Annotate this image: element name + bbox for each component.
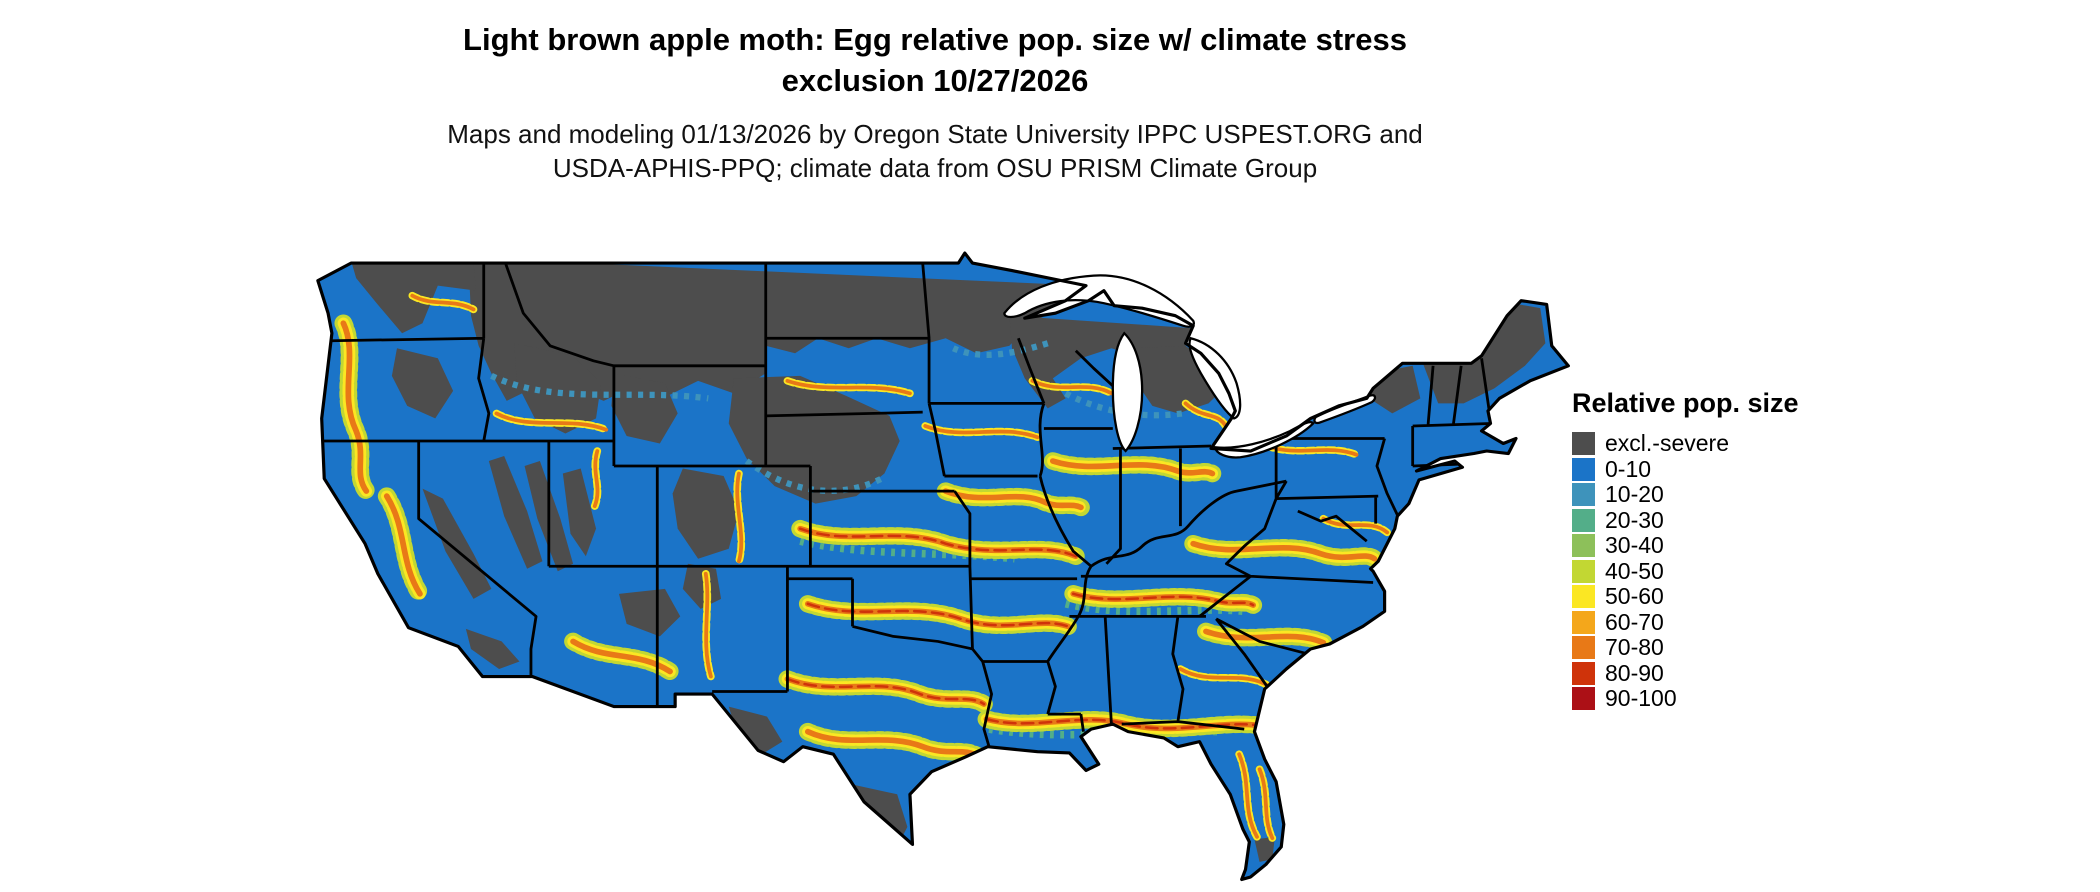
legend-swatch (1572, 661, 1595, 685)
subtitle-line2: USDA-APHIS-PPQ; climate data from OSU PR… (552, 152, 1318, 183)
legend-item: excl.-severe (1572, 431, 1799, 457)
legend-label: 50-60 (1605, 583, 1664, 610)
legend-swatch (1572, 483, 1595, 507)
legend-label: 70-80 (1605, 634, 1664, 661)
legend-label: 60-70 (1605, 608, 1664, 635)
legend-swatch (1572, 610, 1595, 634)
legend-item: 90-100 (1572, 686, 1799, 712)
lake-superior (1003, 274, 1195, 328)
legend-label: 10-20 (1605, 481, 1664, 508)
page-title-line1: Light brown apple moth: Egg relative pop… (463, 22, 1407, 57)
lake-huron (1188, 336, 1242, 420)
legend-label: 20-30 (1605, 506, 1664, 533)
legend-item: 20-30 (1572, 508, 1799, 534)
legend-title: Relative pop. size (1572, 388, 1799, 418)
great-lakes (1003, 274, 1377, 459)
legend-swatch (1572, 508, 1595, 532)
map-legend: Relative pop. size excl.-severe 0-10 10-20… (1572, 388, 1799, 712)
legend-swatch (1572, 687, 1595, 711)
legend-item: 30-40 (1572, 533, 1799, 559)
legend-label: 0-10 (1605, 455, 1652, 482)
legend-item: 80-90 (1572, 661, 1799, 687)
legend-label: 90-100 (1605, 685, 1677, 712)
legend-item: 0-10 (1572, 457, 1799, 483)
legend-item: 40-50 (1572, 559, 1799, 585)
legend-swatch (1572, 457, 1595, 481)
lake-erie (1213, 421, 1315, 459)
legend-item: 50-60 (1572, 584, 1799, 610)
legend-items: excl.-severe 0-10 10-20 20-30 30-40 40-50 50-6… (1572, 431, 1799, 712)
state-borders (322, 262, 1491, 748)
lake-michigan (1111, 331, 1144, 453)
legend-label: excl.-severe (1605, 430, 1729, 457)
legend-item: 60-70 (1572, 610, 1799, 636)
subtitle-line1: Maps and modeling 01/13/2026 by Oregon S… (447, 118, 1423, 149)
us-outline (316, 251, 1570, 882)
legend-swatch (1572, 534, 1595, 558)
legend-item: 10-20 (1572, 482, 1799, 508)
legend-swatch (1572, 432, 1595, 456)
page-title-line2: exclusion 10/27/2026 (781, 62, 1089, 98)
legend-label: 30-40 (1605, 532, 1664, 559)
us-map-svg (316, 251, 1570, 882)
legend-swatch (1572, 636, 1595, 660)
legend-swatch (1572, 559, 1595, 583)
map-subtitle: Maps and modeling 01/13/2026 by Oregon S… (0, 118, 1870, 186)
legend-swatch (1572, 585, 1595, 609)
us-map (300, 228, 1576, 892)
map-header: Light brown apple moth: Egg relative pop… (0, 20, 1870, 185)
legend-item: 70-80 (1572, 635, 1799, 661)
legend-label: 40-50 (1605, 557, 1664, 584)
legend-label: 80-90 (1605, 659, 1664, 686)
